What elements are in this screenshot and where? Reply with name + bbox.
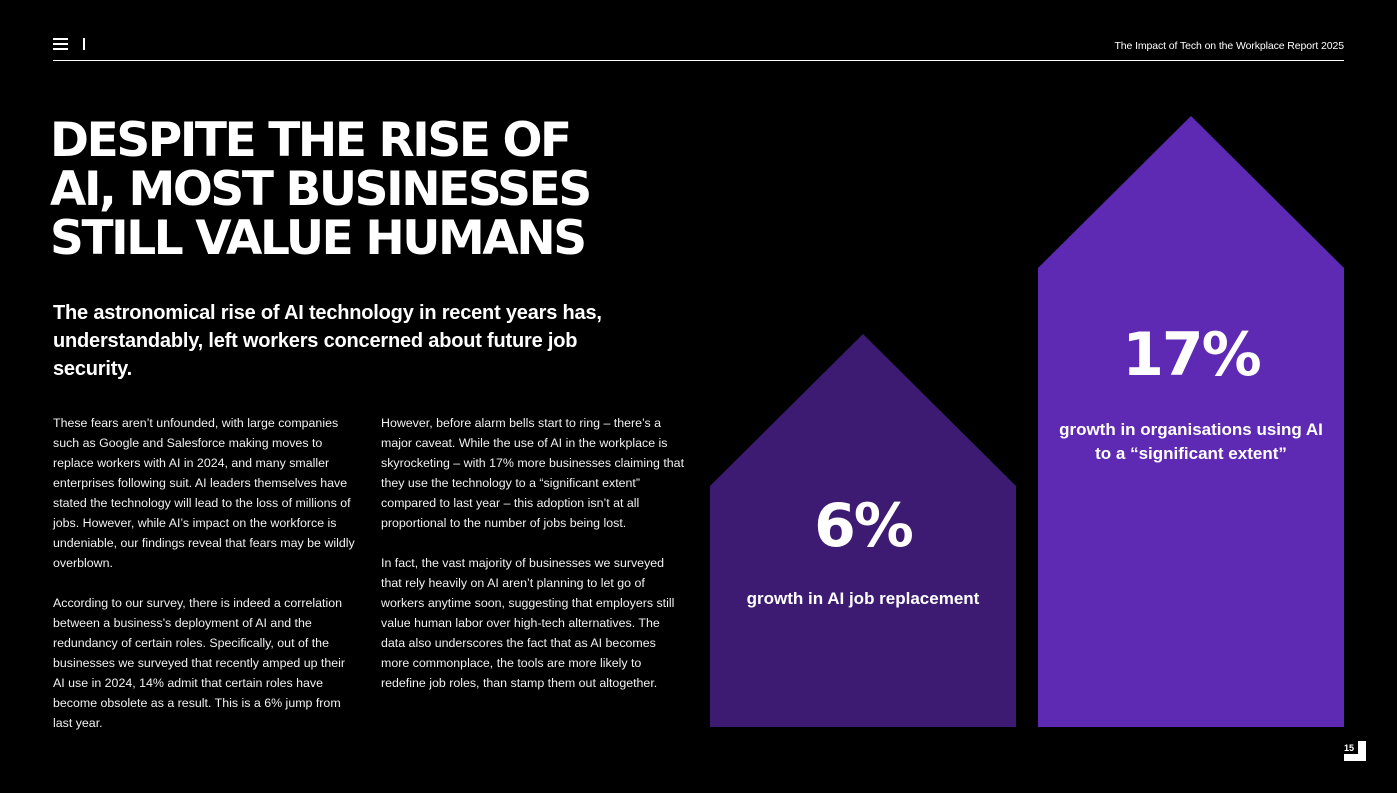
headline-line: DESPITE THE RISE OF <box>50 113 572 168</box>
page-badge-icon <box>1344 741 1366 761</box>
body-column-right: However, before alarm bells start to rin… <box>381 413 687 713</box>
body-paragraph: These fears aren’t unfounded, with large… <box>53 416 355 570</box>
top-bar: The Impact of Tech on the Workplace Repo… <box>53 34 1344 61</box>
page-number-badge[interactable]: 15 <box>1344 741 1366 761</box>
stat-value-job-replacement: 6% <box>814 491 914 561</box>
stat-value-ai-usage: 17% <box>1122 320 1262 390</box>
stat-label-ai-usage: growth in organisations using AI to a “s… <box>1059 420 1323 463</box>
headline-line: STILL VALUE HUMANS <box>50 211 587 266</box>
headline-line: AI, MOST BUSINESSES <box>50 162 592 217</box>
intro-paragraph: The astronomical rise of AI technology i… <box>53 302 602 380</box>
hamburger-menu-icon[interactable] <box>53 38 68 50</box>
page-number: 15 <box>1344 743 1355 753</box>
body-paragraph: According to our survey, there is indeed… <box>53 596 346 730</box>
body-paragraph: However, before alarm bells start to rin… <box>381 416 685 530</box>
body-column-left: These fears aren’t unfounded, with large… <box>53 413 359 753</box>
body-paragraph: In fact, the vast majority of businesses… <box>381 556 675 690</box>
page-headline: DESPITE THE RISE OF AI, MOST BUSINESSES … <box>50 116 710 263</box>
stat-label-job-replacement: growth in AI job replacement <box>746 589 980 608</box>
header-divider <box>83 38 85 50</box>
report-title: The Impact of Tech on the Workplace Repo… <box>1114 40 1344 52</box>
